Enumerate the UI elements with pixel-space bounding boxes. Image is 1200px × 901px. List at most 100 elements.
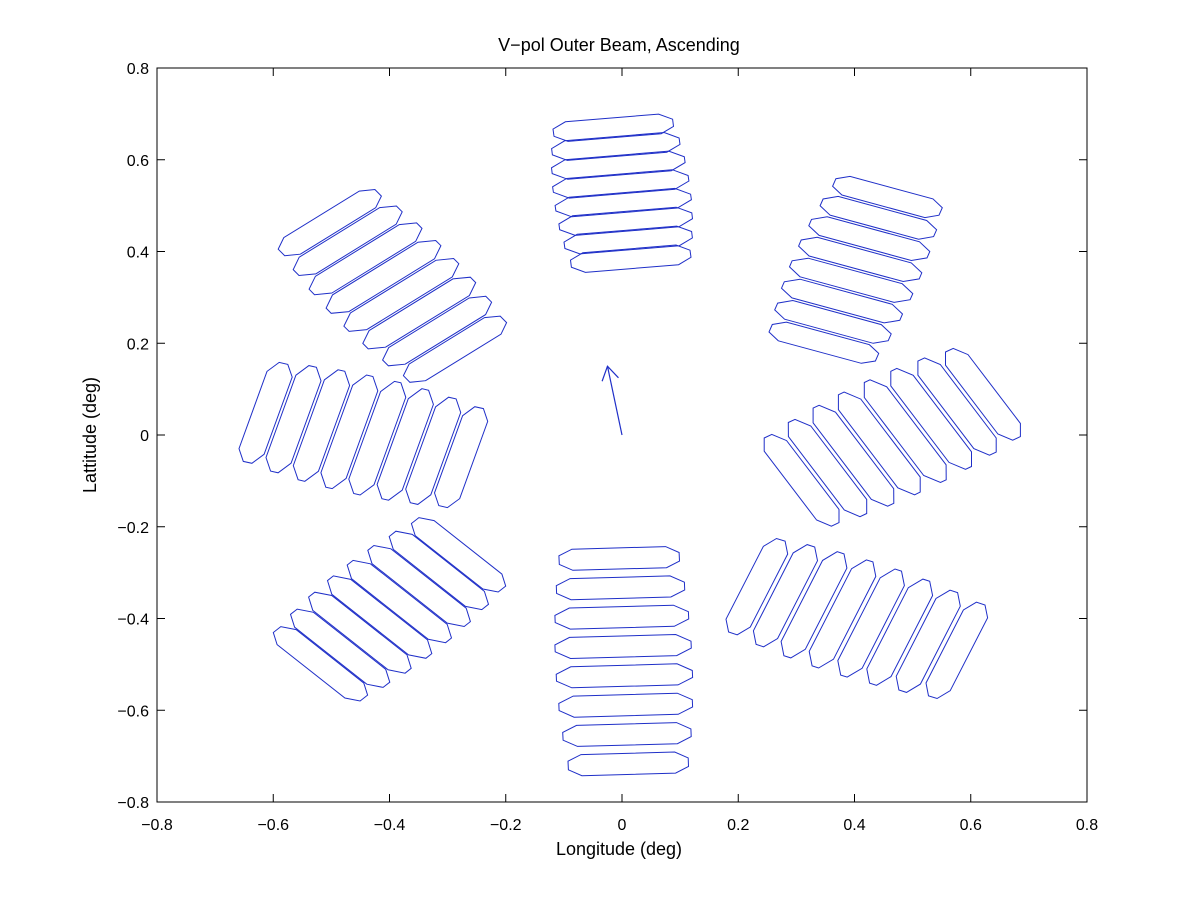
footprint-cell [402,315,508,383]
footprint-cluster [550,113,694,273]
footprint-cell [348,380,407,496]
footprint-cell [277,188,383,257]
footprint-cell [367,544,471,628]
axis-ticks [156,67,1088,803]
y-axis-label: Lattitude (deg) [80,377,100,493]
footprint-cluster [554,546,694,777]
footprint-cell [550,150,686,180]
footprint-cell [552,113,675,142]
x-tick-label: 0.4 [843,817,865,834]
x-tick-label: 0 [618,817,627,834]
footprint-cell [780,551,848,659]
y-tick-label: 0.2 [127,336,149,353]
footprint-cell [925,601,989,700]
footprint-cell [563,225,693,255]
footprint-cell [555,663,694,689]
footprint-cell [558,206,694,236]
footprint-cluster [272,517,507,702]
footprint-cell [945,347,1021,441]
footprint-cell [866,578,934,686]
footprint-cell [320,374,379,490]
footprint-cell [289,608,391,688]
footprint-cell [555,575,686,601]
x-tick-labels: −0.8 −0.6 −0.4 −0.2 0 0.2 0.4 0.6 0.8 [141,817,1098,834]
footprint-cell [725,537,789,636]
footprint-cell [558,692,694,718]
footprint-cell [562,722,692,747]
arrow-shaft [606,366,623,436]
x-tick-label: −0.4 [374,817,406,834]
footprint-cell [554,633,692,660]
footprint-cell [376,388,434,501]
footprint-cell [808,216,931,262]
y-tick-label: −0.4 [117,612,149,629]
footprint-cluster [763,347,1021,527]
footprint-cell [405,396,462,505]
y-tick-label: 0.4 [127,245,149,262]
y-tick-label: 0.6 [127,153,149,170]
y-tick-label: −0.6 [117,703,149,720]
footprint-cell [917,357,997,456]
y-tick-label: 0 [140,428,149,445]
footprint-cell [837,391,921,496]
footprint-cluster [277,188,508,383]
footprint-cell [308,222,423,296]
footprint-cell [292,369,351,482]
footprint-cell [308,591,412,674]
footprint-cell [346,559,453,644]
footprint-cell [763,433,840,527]
footprint-cell [768,321,880,364]
y-tick-label: −0.2 [117,520,149,537]
footprint-cell [752,544,819,648]
footprint-cell [381,295,493,367]
footprint-cell [774,299,892,344]
footprint-cluster [725,537,989,700]
footprint-cell [558,546,681,571]
footprint-cell [554,604,690,630]
direction-arrow [601,365,623,436]
footprint-cell [788,257,914,303]
footprint-clusters [238,113,1021,777]
arrow-head [601,365,619,382]
footprint-cell [787,418,868,518]
x-axis-label: Longitude (deg) [556,839,682,859]
footprint-cluster [768,175,943,364]
x-tick-label: −0.6 [257,817,289,834]
x-tick-label: 0.8 [1076,817,1098,834]
footprint-cell [272,626,369,702]
footprint-cell [325,239,442,314]
footprint-cell [388,530,490,611]
x-tick-label: 0.2 [727,817,749,834]
footprint-cell [798,236,923,283]
footprint-cell [410,517,507,593]
y-tick-labels: −0.8 −0.6 −0.4 −0.2 0 0.2 0.4 0.6 0.8 [117,61,149,812]
chart-title: V−pol Outer Beam, Ascending [498,35,740,55]
footprint-cell [326,575,433,659]
footprint-cell [433,406,489,509]
footprint-cell [808,559,877,669]
x-tick-label: −0.8 [141,817,173,834]
x-tick-label: −0.2 [490,817,522,834]
footprint-cell [895,589,961,693]
footprint-cell [890,367,972,470]
footprint-cell [554,187,692,218]
footprint-cell [567,751,690,777]
y-tick-label: 0.8 [127,61,149,78]
footprint-cluster [238,361,489,509]
footprint-cell [265,365,322,474]
footprint-cell [569,244,692,273]
x-tick-label: 0.6 [960,817,982,834]
footprint-cell [552,169,690,199]
footprint-cell [362,276,477,350]
footprint-cell [238,361,293,464]
y-tick-label: −0.8 [117,795,149,812]
footprint-cell [812,404,895,507]
footprint-cell [863,379,947,484]
footprint-cell [819,195,938,240]
footprint-cell [837,568,905,678]
footprint-cell [343,257,460,332]
footprint-cell [551,131,681,161]
footprint-cell [780,278,904,324]
footprint-cell [832,175,943,219]
